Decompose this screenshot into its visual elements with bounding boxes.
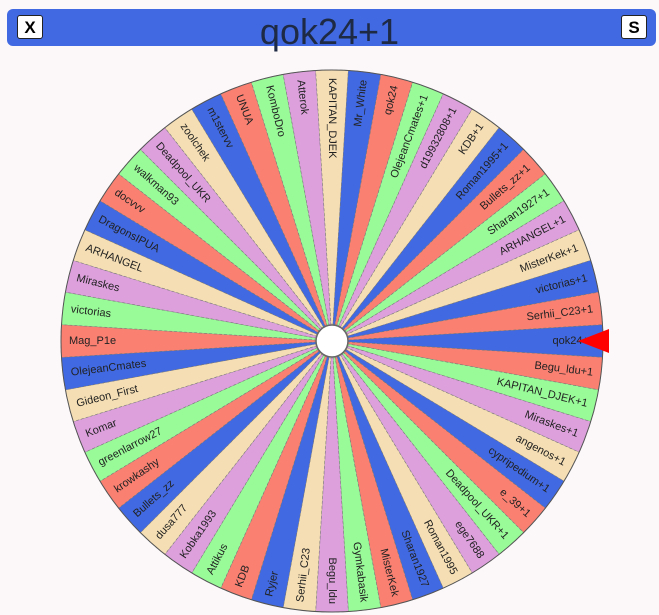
segment-label: Mag_P1e [69, 335, 116, 347]
title-bar [7, 9, 656, 46]
segment-label: Mr_White [352, 79, 370, 127]
segment-label: KAPITAN_DJEK [326, 78, 338, 159]
close-button[interactable]: X [17, 15, 43, 39]
page-title: qok24+1 [259, 11, 400, 52]
pointer-icon [578, 329, 609, 353]
s-button[interactable]: S [621, 15, 647, 39]
hub [315, 324, 349, 358]
segment-label: Atterok [294, 79, 310, 116]
segment-label: victorias [70, 303, 112, 320]
segment-label: Begu_ldu [326, 558, 338, 605]
segment-label: qok24+1 [552, 335, 595, 347]
